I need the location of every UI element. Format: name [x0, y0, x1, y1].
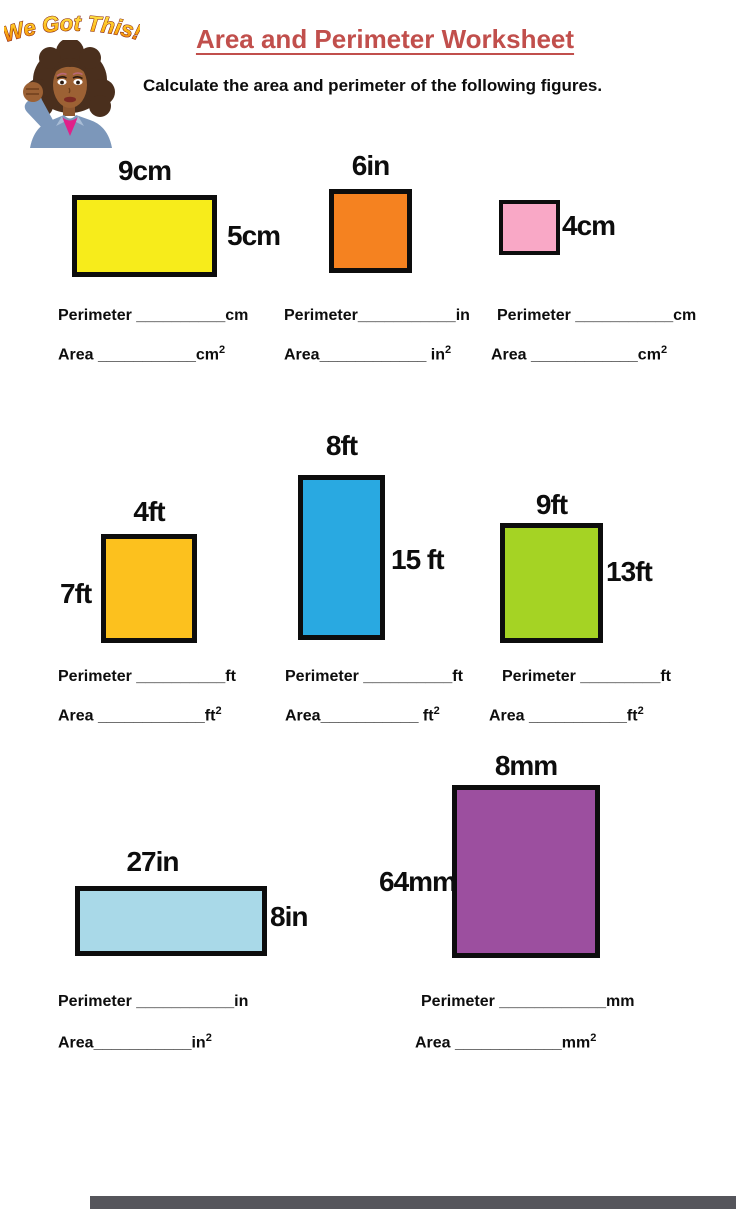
- area-text: Area ____________ft: [58, 707, 216, 725]
- area-superscript: 2: [660, 344, 668, 356]
- area-text: Area___________ ft: [285, 707, 434, 725]
- avatar-lips: [64, 96, 76, 103]
- figure-rect-blue: [298, 475, 385, 640]
- area-text: Area ___________cm: [58, 346, 220, 364]
- instructions: Calculate the area and perimeter of the …: [143, 76, 603, 95]
- area-text: Area ___________ft: [489, 707, 638, 725]
- dimension-label-side: 4cm: [562, 210, 616, 241]
- area-answer-line[interactable]: Area ___________ft2: [489, 705, 644, 725]
- perimeter-text: Perimeter ___________cm: [497, 307, 697, 324]
- area-text: Area ____________mm: [415, 1034, 591, 1052]
- perimeter-answer-line[interactable]: Perimeter __________ft: [285, 668, 463, 686]
- perimeter-answer-line[interactable]: Perimeter ____________mm: [421, 993, 635, 1011]
- teacher-avatar: [23, 40, 115, 148]
- perimeter-text: Perimeter ___________in: [58, 993, 249, 1010]
- avatar-fringe: [52, 58, 88, 76]
- area-superscript: 2: [433, 705, 440, 717]
- figure-rect-lightblue: [75, 886, 267, 956]
- footer-bar: [90, 1196, 736, 1209]
- we-got-this-logo: We Got This!: [4, 10, 140, 47]
- perimeter-answer-line[interactable]: Perimeter ___________in: [58, 993, 248, 1011]
- perimeter-text: Perimeter ____________mm: [421, 993, 635, 1010]
- dimension-label-side: 5cm: [227, 220, 281, 251]
- area-text: Area____________ in: [284, 346, 446, 364]
- dimension-label-top: 9ft: [535, 489, 568, 520]
- figure-rect-pink: [499, 200, 560, 255]
- dimension-label-top: 27in: [126, 846, 179, 877]
- dimension-label-side: 15 ft: [391, 544, 445, 575]
- dimension-label-top: 4ft: [133, 496, 165, 527]
- perimeter-answer-line[interactable]: Perimeter ___________cm: [497, 307, 696, 325]
- dimension-label-top: 6in: [351, 150, 390, 181]
- perimeter-answer-line[interactable]: Perimeter _________ft: [502, 668, 671, 686]
- perimeter-answer-line[interactable]: Perimeter __________ft: [58, 668, 236, 686]
- logo-text: We Got This!: [4, 10, 140, 47]
- area-answer-line[interactable]: Area___________ ft2: [285, 705, 440, 725]
- perimeter-answer-line[interactable]: Perimeter___________in: [284, 307, 470, 325]
- dimension-label-top: 8ft: [325, 430, 358, 461]
- avatar-fist-icon: [23, 82, 43, 102]
- page-title: Area and Perimeter Worksheet: [195, 24, 575, 54]
- area-answer-line[interactable]: Area ____________ft2: [58, 705, 222, 725]
- area-superscript: 2: [590, 1032, 597, 1044]
- avatar-nose: [68, 87, 71, 94]
- area-answer-line[interactable]: Area ____________cm2: [491, 344, 667, 364]
- dimension-label-side: 13ft: [606, 556, 653, 587]
- area-answer-line[interactable]: Area ____________mm2: [415, 1032, 596, 1052]
- dimension-label-side: 8in: [270, 901, 308, 932]
- dimension-label-side: 64mm: [379, 866, 457, 897]
- area-answer-line[interactable]: Area ___________cm2: [58, 344, 225, 364]
- area-text: Area___________in: [58, 1034, 206, 1052]
- figure-rect-green: [500, 523, 603, 643]
- perimeter-answer-line[interactable]: Perimeter __________cm: [58, 307, 248, 325]
- perimeter-text: Perimeter __________ft: [58, 668, 236, 685]
- perimeter-text: Perimeter __________ft: [285, 668, 463, 685]
- avatar-eyes-icon: [56, 72, 83, 85]
- perimeter-text: Perimeter __________cm: [58, 307, 249, 324]
- area-superscript: 2: [219, 344, 226, 356]
- area-superscript: 2: [445, 344, 452, 356]
- dimension-label-top: 9cm: [117, 155, 172, 186]
- area-answer-line[interactable]: Area____________ in2: [284, 344, 451, 364]
- perimeter-text: Perimeter _________ft: [502, 668, 672, 685]
- avatar-shirt: [62, 117, 78, 136]
- figure-rect-yellow: [72, 195, 217, 277]
- avatar-collar-right: [76, 116, 84, 126]
- area-text: Area ____________cm: [491, 346, 661, 364]
- figure-rect-amber: [101, 534, 197, 643]
- perimeter-text: Perimeter___________in: [284, 307, 470, 324]
- avatar-arm: [24, 95, 54, 130]
- area-superscript: 2: [637, 705, 644, 717]
- figure-rect-purple: [452, 785, 600, 958]
- area-answer-line[interactable]: Area___________in2: [58, 1032, 212, 1052]
- dimension-label-side: 7ft: [60, 578, 92, 609]
- figure-rect-orange: [329, 189, 412, 273]
- area-superscript: 2: [215, 705, 222, 717]
- avatar-collar-left: [56, 116, 64, 126]
- dimension-label-top: 8mm: [494, 750, 558, 781]
- svg-text:We Got This!: We Got This!: [4, 10, 140, 46]
- area-superscript: 2: [205, 1032, 212, 1044]
